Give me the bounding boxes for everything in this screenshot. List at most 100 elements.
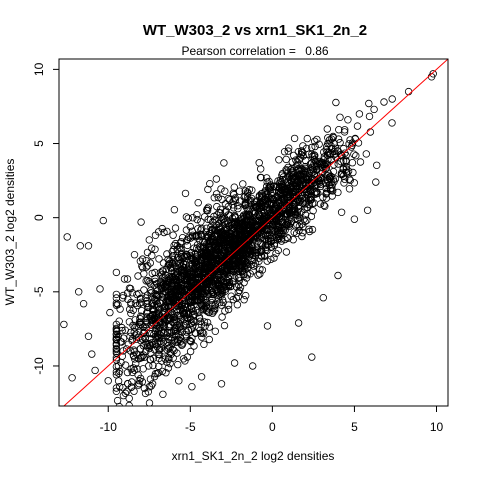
data-point	[205, 254, 214, 262]
data-point	[234, 244, 242, 253]
data-point	[63, 233, 71, 241]
data-point	[99, 216, 107, 225]
data-point	[194, 232, 202, 240]
data-point	[112, 333, 121, 341]
data-point	[167, 311, 175, 319]
data-point	[275, 156, 283, 164]
data-point	[344, 167, 353, 175]
data-point	[164, 255, 172, 264]
data-point	[204, 185, 212, 194]
data-point	[193, 250, 201, 259]
pearson-label: Pearson correlation =	[181, 44, 295, 58]
data-point	[334, 188, 342, 197]
data-point	[177, 282, 186, 290]
data-point	[184, 214, 192, 222]
data-point	[154, 369, 163, 377]
data-point	[200, 318, 209, 326]
data-point	[273, 211, 282, 220]
data-point	[141, 294, 150, 302]
data-point	[205, 236, 214, 245]
data-point	[241, 291, 250, 300]
y-axis-label: WT_W303_2 log2 densities	[3, 159, 17, 306]
data-point	[346, 176, 354, 184]
data-point	[284, 207, 293, 215]
data-point	[147, 289, 155, 297]
data-point	[307, 212, 316, 221]
data-point	[165, 333, 173, 341]
data-point	[68, 374, 76, 382]
data-point	[112, 299, 121, 307]
data-point	[306, 193, 315, 201]
data-point	[255, 191, 264, 200]
data-point	[299, 178, 307, 186]
data-point	[170, 327, 178, 335]
data-point	[112, 290, 121, 299]
data-point	[128, 335, 136, 343]
data-point	[257, 165, 265, 173]
data-point	[268, 188, 276, 196]
data-point	[208, 309, 217, 317]
data-point	[300, 166, 308, 174]
data-point	[137, 337, 145, 345]
data-point	[248, 362, 257, 370]
data-point	[193, 296, 202, 304]
data-point	[284, 190, 292, 199]
data-point	[154, 329, 162, 337]
data-point	[155, 354, 163, 362]
data-point	[231, 211, 239, 220]
data-point	[91, 366, 99, 375]
data-point	[212, 250, 221, 258]
data-point	[163, 250, 171, 258]
data-point	[163, 298, 171, 306]
data-point	[248, 246, 256, 255]
data-point	[144, 362, 153, 370]
data-point	[204, 203, 213, 211]
y-tick-label: -5	[32, 286, 46, 297]
data-point	[164, 314, 173, 322]
data-point	[240, 296, 248, 304]
data-point	[116, 305, 124, 313]
data-point	[154, 306, 162, 314]
data-point	[173, 360, 182, 369]
data-point	[234, 274, 242, 282]
data-point	[321, 202, 329, 210]
data-point	[137, 218, 145, 226]
data-point	[231, 260, 239, 268]
data-point	[207, 299, 216, 307]
data-point	[213, 211, 221, 219]
data-point	[258, 223, 266, 232]
data-point	[327, 142, 335, 150]
data-point	[314, 189, 322, 197]
data-point	[124, 380, 132, 388]
data-point	[324, 134, 332, 142]
data-point	[326, 175, 334, 183]
data-point	[372, 178, 380, 186]
data-point	[165, 260, 173, 269]
data-point	[200, 244, 208, 253]
data-point	[263, 257, 271, 265]
data-point	[327, 155, 336, 163]
data-point	[270, 239, 279, 248]
data-point	[145, 278, 153, 286]
data-point	[298, 148, 306, 157]
data-point	[221, 287, 229, 295]
data-point	[125, 394, 133, 403]
data-point	[190, 342, 198, 350]
data-point	[122, 345, 131, 353]
data-point	[154, 339, 162, 347]
data-point	[162, 369, 170, 377]
data-point	[342, 165, 351, 173]
data-point	[345, 175, 354, 183]
chart-subtitle: Pearson correlation = 0.86	[181, 44, 328, 58]
data-point	[222, 266, 230, 274]
data-point	[261, 252, 269, 260]
data-point	[284, 163, 292, 172]
data-point	[320, 148, 328, 156]
data-point	[182, 250, 190, 258]
data-point	[267, 199, 276, 208]
data-point	[112, 344, 121, 353]
data-point	[136, 312, 145, 320]
data-point	[60, 320, 68, 329]
data-point	[142, 339, 150, 347]
data-point	[178, 266, 186, 274]
